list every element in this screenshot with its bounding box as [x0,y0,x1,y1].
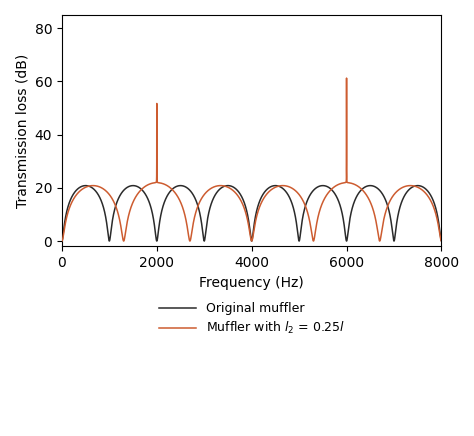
Muffler with $l_2$ = 0.25$l$ [344,75,349,81]
Original muffler [238,194,244,199]
Muffler with $l_2$ = 0.25$l$ [414,184,419,190]
Original muffler [289,199,294,204]
Legend: Original muffler, Muffler with $l_2$ = 0.25$l$: Original muffler, Muffler with $l_2$ = 0… [154,297,350,341]
Original muffler [438,238,444,244]
Original muffler [303,203,309,208]
Line: Muffler with $l_2$ = 0.25$l$: Muffler with $l_2$ = 0.25$l$ [62,78,441,241]
Original muffler [154,238,159,243]
Original muffler [331,190,337,195]
Y-axis label: Transmission loss (dB): Transmission loss (dB) [15,54,29,208]
Muffler with $l_2$ = 0.25$l$ [154,178,159,184]
Original muffler [415,183,420,188]
Muffler with $l_2$ = 0.25$l$ [303,204,309,209]
Original muffler [59,238,65,244]
Original muffler [414,183,419,188]
Muffler with $l_2$ = 0.25$l$ [59,238,65,244]
Muffler with $l_2$ = 0.25$l$ [438,238,444,244]
Muffler with $l_2$ = 0.25$l$ [238,199,244,204]
Line: Original muffler: Original muffler [62,186,441,241]
Muffler with $l_2$ = 0.25$l$ [289,185,294,191]
X-axis label: Frequency (Hz): Frequency (Hz) [199,276,304,290]
Muffler with $l_2$ = 0.25$l$ [331,185,337,190]
